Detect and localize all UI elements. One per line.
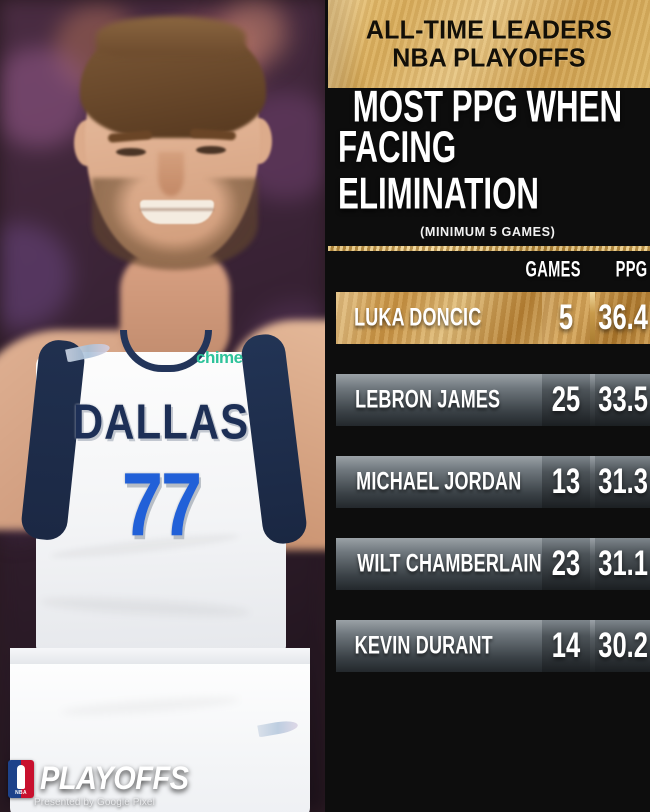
- player-mouth-line: [140, 208, 214, 211]
- column-headers: GAMES PPG: [325, 256, 650, 286]
- player-name-cell: WILT CHAMBERLAIN: [336, 538, 542, 590]
- presented-by-text: Presented by Google Pixel: [34, 797, 155, 808]
- title-line-2: FACING ELIMINATION: [338, 123, 539, 220]
- player-stats-cell: 5 36.4: [542, 292, 650, 344]
- column-separator: [590, 538, 595, 590]
- table-row: WILT CHAMBERLAIN 23 31.1: [325, 538, 650, 590]
- column-separator: [590, 374, 595, 426]
- player-photo: chime DALLAS 77 NBA PLAYOFFS Presented b…: [0, 0, 325, 812]
- table-row: KEVIN DURANT 14 30.2: [325, 620, 650, 672]
- player-name-cell: LUKA DONCIC: [336, 292, 542, 344]
- column-header-ppg: PPG: [615, 257, 648, 282]
- stats-panel: ALL-TIME LEADERS NBA PLAYOFFS MOST PPG W…: [325, 0, 650, 812]
- leaderboard-rows: LUKA DONCIC 5 36.4 LEBRON JAMES 25 33.5: [325, 292, 650, 702]
- player-stats-cell: 14 30.2: [542, 620, 650, 672]
- table-row: LUKA DONCIC 5 36.4: [325, 292, 650, 344]
- header-line-2: NBA PLAYOFFS: [392, 43, 586, 73]
- ppg-value: 31.1: [598, 543, 648, 583]
- playoffs-wordmark: PLAYOFFS: [40, 760, 189, 797]
- games-value: 13: [551, 461, 581, 501]
- ppg-value: 31.3: [598, 461, 648, 501]
- player-name: MICHAEL JORDAN: [356, 467, 522, 496]
- player-hair-top: [96, 16, 246, 56]
- player-name-cell: LEBRON JAMES: [336, 374, 542, 426]
- gold-divider-rule: [328, 246, 650, 251]
- gold-header-banner: ALL-TIME LEADERS NBA PLAYOFFS: [328, 0, 650, 88]
- player-name: LEBRON JAMES: [355, 385, 501, 414]
- ppg-value: 36.4: [598, 297, 648, 337]
- column-header-games: GAMES: [525, 257, 581, 282]
- title-block: MOST PPG WHEN FACING ELIMINATION (MINIMU…: [325, 84, 650, 240]
- nba-logo-icon: NBA: [8, 760, 34, 798]
- player-eye-right: [196, 146, 226, 154]
- jersey-number: 77: [121, 453, 202, 556]
- table-row: MICHAEL JORDAN 13 31.3: [325, 456, 650, 508]
- nba-logo-text: NBA: [15, 790, 27, 796]
- player-name-cell: MICHAEL JORDAN: [336, 456, 542, 508]
- title-qualifier: (MINIMUM 5 GAMES): [419, 223, 556, 239]
- player-name: KEVIN DURANT: [354, 631, 493, 660]
- player-name-cell: KEVIN DURANT: [336, 620, 542, 672]
- games-value: 5: [558, 297, 574, 337]
- player-stats-cell: 13 31.3: [542, 456, 650, 508]
- player-stats-cell: 25 33.5: [542, 374, 650, 426]
- title-line-1: MOST PPG WHEN: [352, 82, 623, 133]
- player-name: WILT CHAMBERLAIN: [357, 549, 542, 578]
- ppg-value: 30.2: [598, 625, 648, 665]
- games-value: 14: [551, 625, 581, 665]
- nba-playoffs-logo: NBA PLAYOFFS: [8, 760, 189, 798]
- jersey-team-name: DALLAS: [72, 393, 250, 450]
- player-eye-left: [116, 148, 146, 156]
- header-line-1: ALL-TIME LEADERS: [365, 15, 613, 45]
- column-separator: [590, 292, 595, 344]
- player-mouth: [140, 200, 214, 224]
- shorts-waistband: [10, 648, 310, 664]
- player-stats-cell: 23 31.1: [542, 538, 650, 590]
- ppg-value: 33.5: [598, 379, 648, 419]
- games-value: 25: [551, 379, 581, 419]
- player-name: LUKA DONCIC: [354, 303, 482, 332]
- column-separator: [590, 456, 595, 508]
- player-nose: [158, 152, 184, 196]
- games-value: 23: [551, 543, 581, 583]
- column-separator: [590, 620, 595, 672]
- table-row: LEBRON JAMES 25 33.5: [325, 374, 650, 426]
- jersey-sponsor-logo: chime: [196, 348, 243, 367]
